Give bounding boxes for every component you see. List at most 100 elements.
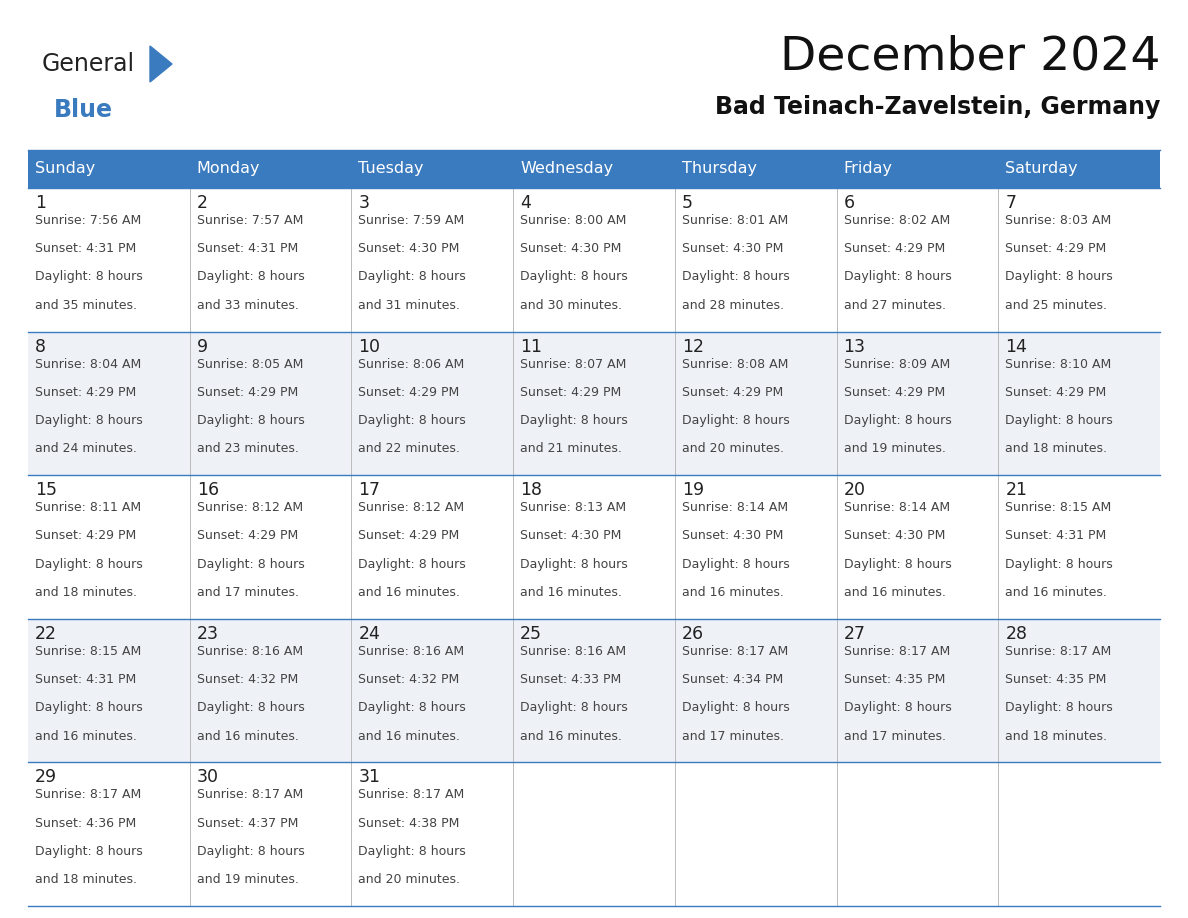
Bar <box>190 150 352 188</box>
Text: and 27 minutes.: and 27 minutes. <box>843 298 946 312</box>
Text: Wednesday: Wednesday <box>520 162 613 176</box>
Text: Daylight: 8 hours: Daylight: 8 hours <box>843 414 952 427</box>
Text: 25: 25 <box>520 625 542 643</box>
Text: Sunset: 4:30 PM: Sunset: 4:30 PM <box>520 530 621 543</box>
Text: Daylight: 8 hours: Daylight: 8 hours <box>520 701 628 714</box>
Text: Sunset: 4:29 PM: Sunset: 4:29 PM <box>34 386 137 398</box>
Text: and 19 minutes.: and 19 minutes. <box>843 442 946 455</box>
Text: and 33 minutes.: and 33 minutes. <box>197 298 298 312</box>
Text: 2: 2 <box>197 194 208 212</box>
Text: Sunset: 4:29 PM: Sunset: 4:29 PM <box>197 530 298 543</box>
Text: and 16 minutes.: and 16 minutes. <box>359 730 460 743</box>
Text: Sunrise: 8:14 AM: Sunrise: 8:14 AM <box>843 501 949 514</box>
Text: Sunset: 4:32 PM: Sunset: 4:32 PM <box>197 673 298 686</box>
Text: 30: 30 <box>197 768 219 787</box>
Text: Sunset: 4:35 PM: Sunset: 4:35 PM <box>843 673 944 686</box>
Text: 31: 31 <box>359 768 380 787</box>
Text: Sunrise: 8:11 AM: Sunrise: 8:11 AM <box>34 501 141 514</box>
Text: Sunrise: 8:04 AM: Sunrise: 8:04 AM <box>34 358 141 371</box>
Text: 26: 26 <box>682 625 704 643</box>
Text: Sunset: 4:29 PM: Sunset: 4:29 PM <box>843 242 944 255</box>
Text: and 16 minutes.: and 16 minutes. <box>34 730 137 743</box>
Text: and 18 minutes.: and 18 minutes. <box>34 586 137 599</box>
Text: Sunset: 4:32 PM: Sunset: 4:32 PM <box>359 673 460 686</box>
Text: Daylight: 8 hours: Daylight: 8 hours <box>34 414 143 427</box>
Text: and 31 minutes.: and 31 minutes. <box>359 298 460 312</box>
Text: Sunset: 4:37 PM: Sunset: 4:37 PM <box>197 817 298 830</box>
Text: 19: 19 <box>682 481 704 499</box>
Text: Daylight: 8 hours: Daylight: 8 hours <box>197 271 304 284</box>
Text: Sunrise: 8:12 AM: Sunrise: 8:12 AM <box>197 501 303 514</box>
Text: 20: 20 <box>843 481 866 499</box>
Text: Daylight: 8 hours: Daylight: 8 hours <box>682 271 790 284</box>
Text: and 25 minutes.: and 25 minutes. <box>1005 298 1107 312</box>
Text: 16: 16 <box>197 481 219 499</box>
Text: Daylight: 8 hours: Daylight: 8 hours <box>843 557 952 571</box>
Text: Sunset: 4:29 PM: Sunset: 4:29 PM <box>34 530 137 543</box>
Bar <box>513 150 675 188</box>
Text: Daylight: 8 hours: Daylight: 8 hours <box>843 701 952 714</box>
Text: and 28 minutes.: and 28 minutes. <box>682 298 784 312</box>
Bar <box>998 150 1159 188</box>
Text: Sunrise: 8:01 AM: Sunrise: 8:01 AM <box>682 214 788 227</box>
Text: Daylight: 8 hours: Daylight: 8 hours <box>1005 414 1113 427</box>
Text: 6: 6 <box>843 194 854 212</box>
Text: and 16 minutes.: and 16 minutes. <box>520 586 623 599</box>
Text: Sunset: 4:29 PM: Sunset: 4:29 PM <box>359 530 460 543</box>
Text: Sunrise: 8:12 AM: Sunrise: 8:12 AM <box>359 501 465 514</box>
Text: 10: 10 <box>359 338 380 355</box>
Text: Daylight: 8 hours: Daylight: 8 hours <box>682 701 790 714</box>
Text: 11: 11 <box>520 338 542 355</box>
Text: Sunrise: 8:17 AM: Sunrise: 8:17 AM <box>359 789 465 801</box>
Text: 14: 14 <box>1005 338 1028 355</box>
Text: Sunset: 4:30 PM: Sunset: 4:30 PM <box>359 242 460 255</box>
Bar <box>29 476 1159 619</box>
Text: and 22 minutes.: and 22 minutes. <box>359 442 460 455</box>
Text: and 23 minutes.: and 23 minutes. <box>197 442 298 455</box>
Bar <box>29 331 1159 476</box>
Text: Daylight: 8 hours: Daylight: 8 hours <box>34 271 143 284</box>
Text: Daylight: 8 hours: Daylight: 8 hours <box>1005 701 1113 714</box>
Text: Daylight: 8 hours: Daylight: 8 hours <box>197 557 304 571</box>
Text: Daylight: 8 hours: Daylight: 8 hours <box>1005 557 1113 571</box>
Text: Sunrise: 8:16 AM: Sunrise: 8:16 AM <box>359 644 465 658</box>
Text: Daylight: 8 hours: Daylight: 8 hours <box>359 701 466 714</box>
Text: and 20 minutes.: and 20 minutes. <box>682 442 784 455</box>
Text: Thursday: Thursday <box>682 162 757 176</box>
Text: Sunset: 4:36 PM: Sunset: 4:36 PM <box>34 817 137 830</box>
Text: Sunrise: 8:07 AM: Sunrise: 8:07 AM <box>520 358 626 371</box>
Bar <box>29 763 1159 906</box>
Text: and 16 minutes.: and 16 minutes. <box>520 730 623 743</box>
Text: and 19 minutes.: and 19 minutes. <box>197 873 298 886</box>
Text: 27: 27 <box>843 625 866 643</box>
Text: General: General <box>42 52 135 76</box>
Bar <box>29 619 1159 763</box>
Text: Sunset: 4:31 PM: Sunset: 4:31 PM <box>34 242 137 255</box>
Text: and 17 minutes.: and 17 minutes. <box>682 730 784 743</box>
Text: 3: 3 <box>359 194 369 212</box>
Text: 8: 8 <box>34 338 46 355</box>
Text: 15: 15 <box>34 481 57 499</box>
Text: Daylight: 8 hours: Daylight: 8 hours <box>359 414 466 427</box>
Text: Daylight: 8 hours: Daylight: 8 hours <box>359 845 466 858</box>
Text: Sunrise: 8:14 AM: Sunrise: 8:14 AM <box>682 501 788 514</box>
Text: Sunset: 4:35 PM: Sunset: 4:35 PM <box>1005 673 1107 686</box>
Text: Daylight: 8 hours: Daylight: 8 hours <box>682 557 790 571</box>
Text: Daylight: 8 hours: Daylight: 8 hours <box>34 557 143 571</box>
Text: 7: 7 <box>1005 194 1016 212</box>
Text: Daylight: 8 hours: Daylight: 8 hours <box>843 271 952 284</box>
Text: Saturday: Saturday <box>1005 162 1078 176</box>
Text: 22: 22 <box>34 625 57 643</box>
Text: 24: 24 <box>359 625 380 643</box>
Polygon shape <box>150 46 172 82</box>
Text: and 16 minutes.: and 16 minutes. <box>843 586 946 599</box>
Text: Tuesday: Tuesday <box>359 162 424 176</box>
Text: Sunset: 4:29 PM: Sunset: 4:29 PM <box>843 386 944 398</box>
Text: and 17 minutes.: and 17 minutes. <box>843 730 946 743</box>
Text: Sunset: 4:29 PM: Sunset: 4:29 PM <box>197 386 298 398</box>
Text: and 21 minutes.: and 21 minutes. <box>520 442 623 455</box>
Text: Sunrise: 7:59 AM: Sunrise: 7:59 AM <box>359 214 465 227</box>
Text: Sunset: 4:29 PM: Sunset: 4:29 PM <box>682 386 783 398</box>
Text: Sunrise: 8:17 AM: Sunrise: 8:17 AM <box>843 644 950 658</box>
Text: 21: 21 <box>1005 481 1028 499</box>
